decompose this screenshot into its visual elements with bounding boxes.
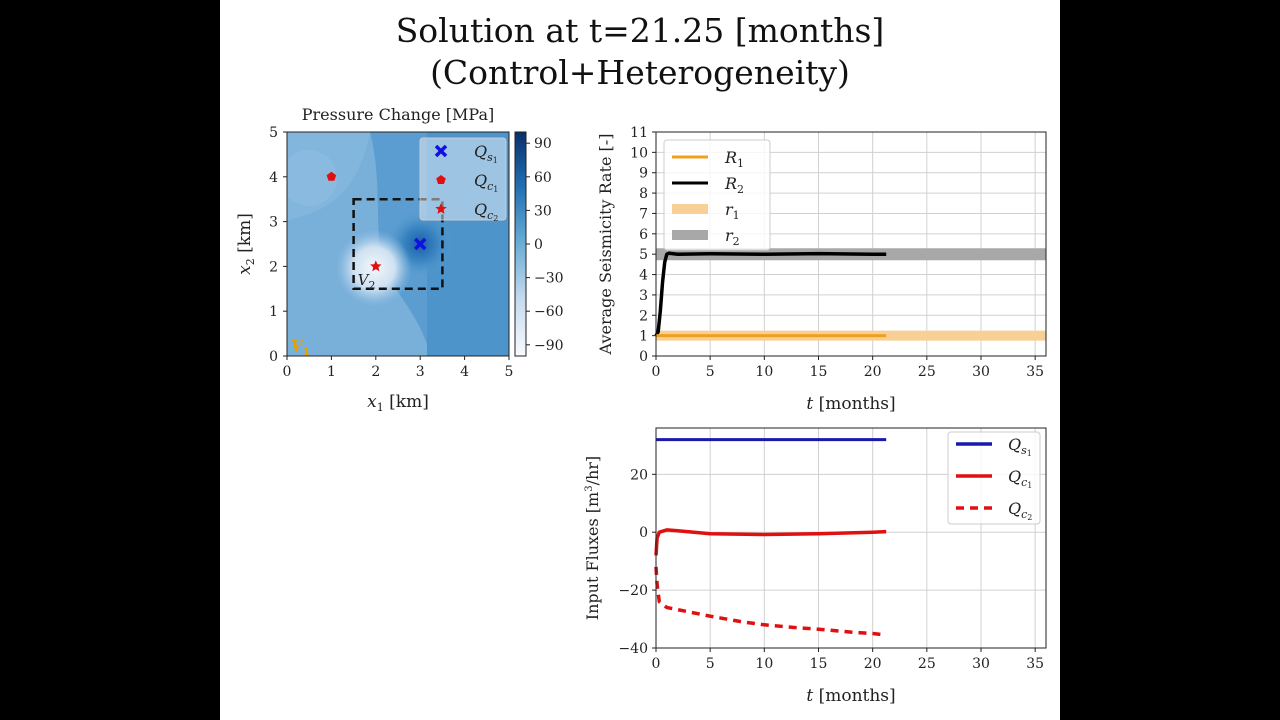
- rate-ytick-label: 4: [639, 268, 648, 284]
- rate-ylabel: Average Seismicity Rate [-]: [596, 134, 615, 356]
- flux-legend-label: Qc2: [1008, 499, 1032, 522]
- colorbar-tick-label: 30: [534, 203, 552, 219]
- heatmap-xtick-label: 3: [416, 364, 425, 380]
- flux-xtick-label: 5: [706, 656, 715, 672]
- heatmap-xtick-label: 1: [327, 364, 336, 380]
- flux-plot-frame: [655, 427, 1047, 649]
- rate-ytick-label: 11: [630, 125, 648, 141]
- colorbar-tick-label: 0: [534, 237, 543, 253]
- heatmap-xtick-label: 0: [283, 364, 292, 380]
- flux-ytick-label: −40: [618, 641, 648, 657]
- flux-series-q-c2: [654, 566, 887, 637]
- region-v2-box: [352, 197, 444, 291]
- rate-ytick-label: 1: [639, 329, 648, 345]
- flux-xtick-label: 20: [864, 656, 882, 672]
- heatmap-legend-box: [419, 137, 507, 221]
- flux-legend-box: [947, 431, 1041, 525]
- flux-ytick-label: −20: [618, 583, 648, 599]
- pressure-heatmap-chart: Pressure Change [MPa] 0 1 2 3 4 5 0 1 2 3 4 5 V2 V1 Q…: [235, 105, 564, 414]
- legend-marker: [435, 203, 447, 214]
- rate-ytick-label: 6: [639, 227, 648, 243]
- heatmap-title: Pressure Change [MPa]: [302, 105, 494, 124]
- rate-xtick-label: 30: [972, 364, 990, 380]
- figure-title: Solution at t=21.25 [months]: [395, 11, 885, 50]
- colorbar: [514, 131, 527, 357]
- rate-plot-frame: [655, 131, 1047, 357]
- rate-legend-label: R1: [724, 148, 744, 170]
- flux-xtick-label: 10: [755, 656, 773, 672]
- heatmap-ylabel: x2 [km]: [235, 213, 257, 275]
- heatmap-ytick-label: 4: [269, 170, 278, 186]
- rate-ytick-label: 8: [639, 186, 648, 202]
- region-v1-label: V1: [291, 337, 310, 358]
- heatmap-legend-label: Qs1: [474, 142, 498, 165]
- rate-xlabel: t [months]: [806, 394, 895, 414]
- heatmap-legend-label: Qc1: [474, 171, 498, 194]
- heatmap-ytick-label: 2: [269, 259, 278, 275]
- well-marker: [413, 237, 427, 251]
- flux-ytick-label: 0: [639, 525, 648, 541]
- rate-xtick-label: 15: [810, 364, 828, 380]
- heatmap-xtick-label: 4: [460, 364, 469, 380]
- legend-marker: [434, 144, 448, 158]
- heatmap-ytick-label: 1: [269, 304, 278, 320]
- heatmap-xtick-label: 2: [371, 364, 380, 380]
- flux-xtick-label: 15: [810, 656, 828, 672]
- rate-xtick-label: 10: [755, 364, 773, 380]
- rate-legend-label: r2: [725, 226, 740, 248]
- colorbar-tick-label: 60: [534, 170, 552, 186]
- rate-xtick-label: 35: [1026, 364, 1044, 380]
- heatmap-ytick-label: 0: [269, 349, 278, 365]
- rate-ytick-label: 2: [639, 308, 648, 324]
- heatmap-xlabel: x1 [km]: [367, 392, 429, 414]
- rate-legend: R1 R2 r1 r2: [663, 139, 771, 251]
- flux-xtick-label: 35: [1026, 656, 1044, 672]
- flux-xtick-label: 0: [652, 656, 661, 672]
- rate-xtick-label: 20: [864, 364, 882, 380]
- heatmap-ytick-label: 5: [269, 125, 278, 141]
- flux-xlabel: t [months]: [806, 686, 895, 706]
- colorbar-tick-label: 90: [534, 136, 552, 152]
- heatmap-legend: Qs1 Qc1 Qc2: [419, 137, 507, 223]
- flux-ytick-label: 20: [630, 467, 648, 483]
- rate-ytick-label: 5: [639, 247, 648, 263]
- rate-ytick-label: 9: [639, 166, 648, 182]
- rate-ytick-label: 7: [639, 206, 648, 222]
- figure-subtitle: (Control+Heterogeneity): [430, 53, 850, 92]
- input-fluxes-chart: 0 5 10 15 20 25 30 35 −40 −20 0 20 Qs1 Qc1 Qc2 t [mon…: [583, 427, 1047, 706]
- seismicity-rate-chart: 0 5 10 15 20 25 30 35 0 1 2 3 4 5 6 7 8 9 10 11 R1 R2 r1 r2 t …: [596, 125, 1047, 414]
- heatmap-xtick-label: 5: [505, 364, 514, 380]
- region-v2-label: V2: [358, 271, 376, 292]
- heatmap-ytick-label: 3: [269, 215, 278, 231]
- flux-legend: Qs1 Qc1 Qc2: [947, 431, 1041, 525]
- flux-series-q-c1: [654, 528, 887, 556]
- figure-canvas: Solution at t=21.25 [months] (Control+He…: [220, 0, 1060, 720]
- colorbar-tick-label: −90: [534, 338, 564, 354]
- flux-xtick-label: 30: [972, 656, 990, 672]
- flux-xtick-label: 25: [918, 656, 936, 672]
- heatmap-frame: [286, 131, 510, 357]
- colorbar-tick-label: −30: [534, 271, 564, 287]
- well-marker: [326, 171, 337, 181]
- rate-xtick-label: 25: [918, 364, 936, 380]
- flux-legend-label: Qc1: [1008, 467, 1032, 490]
- colorbar-tick-label: −60: [534, 304, 564, 320]
- flux-legend-label: Qs1: [1008, 435, 1032, 458]
- flux-ylabel: Input Fluxes [m3/hr]: [583, 456, 602, 620]
- rate-ytick-label: 10: [630, 145, 648, 161]
- rate-ytick-label: 0: [639, 349, 648, 365]
- heatmap-legend-label: Qc2: [474, 200, 498, 223]
- rate-xtick-label: 0: [652, 364, 661, 380]
- well-marker: [370, 260, 382, 272]
- rate-xtick-label: 5: [706, 364, 715, 380]
- rate-legend-box: [663, 139, 771, 251]
- rate-legend-label: R2: [724, 174, 744, 196]
- legend-marker: [436, 175, 446, 184]
- rate-ytick-label: 3: [639, 288, 648, 304]
- rate-legend-label: r1: [725, 200, 740, 222]
- rate-series-r2: [654, 251, 887, 337]
